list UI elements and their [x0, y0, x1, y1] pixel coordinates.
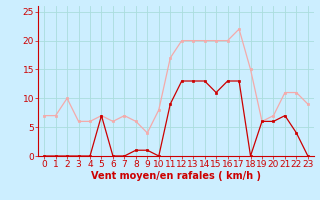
X-axis label: Vent moyen/en rafales ( km/h ): Vent moyen/en rafales ( km/h )	[91, 171, 261, 181]
